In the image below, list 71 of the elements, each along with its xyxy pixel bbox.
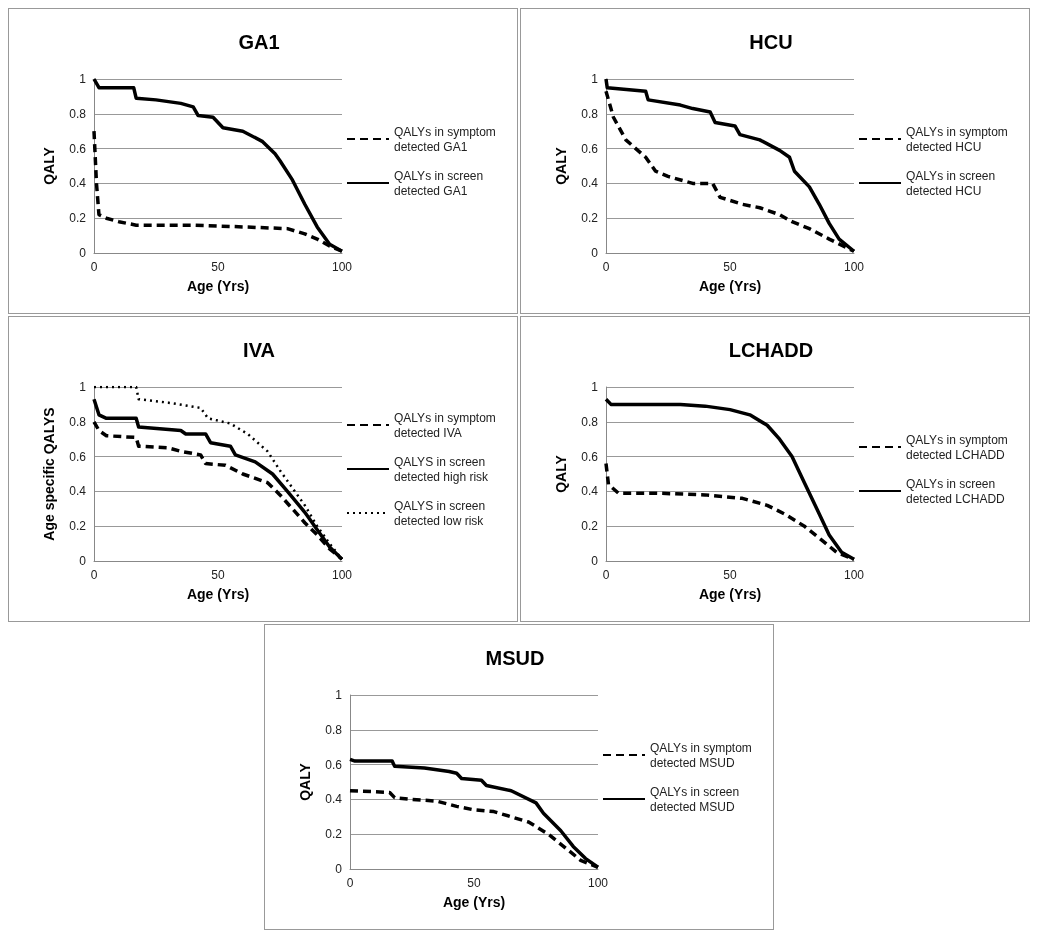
y-tick-label: 0.2 — [325, 827, 343, 842]
x-axis-title: Age (Yrs) — [442, 894, 506, 910]
y-tick-label: 0 — [79, 554, 87, 568]
y-tick-label: 0.8 — [69, 106, 87, 121]
y-tick-label: 0.8 — [581, 414, 599, 429]
legend-label: QALYs in screen detected GA1 — [394, 168, 487, 198]
x-axis-title: Age (Yrs) — [186, 586, 250, 602]
chart-title: LCHADD — [728, 339, 814, 361]
x-tick-label: 0 — [90, 260, 98, 274]
y-tick-label: 0.4 — [581, 176, 599, 191]
x-tick-label: 0 — [90, 568, 98, 582]
x-tick-label: 100 — [331, 568, 353, 582]
legend-label: QALYS in screen detected low risk — [394, 498, 489, 528]
y-tick-label: 0.2 — [581, 211, 599, 226]
y-tick-label: 0 — [591, 246, 599, 260]
x-tick-label: 50 — [723, 260, 737, 274]
y-axis-title: QALY — [553, 454, 569, 493]
chart-title: MSUD — [485, 647, 545, 669]
y-tick-label: 1 — [79, 380, 87, 394]
y-tick-label: 0.2 — [581, 519, 599, 534]
y-tick-label: 0.8 — [69, 414, 87, 429]
x-tick-label: 0 — [602, 260, 610, 274]
x-tick-label: 100 — [843, 260, 865, 274]
y-tick-label: 0.6 — [69, 141, 87, 156]
y-axis-title: QALY — [41, 146, 57, 185]
legend-label: QALYS in screen detected high risk — [394, 454, 490, 484]
x-axis-title: Age (Yrs) — [698, 278, 762, 294]
y-tick-label: 0.8 — [581, 106, 599, 121]
y-tick-label: 0.4 — [69, 484, 87, 499]
y-tick-label: 0.8 — [325, 722, 343, 737]
legend-label: QALYs in symptom detected GA1 — [394, 124, 500, 154]
y-tick-label: 0.2 — [69, 519, 87, 534]
y-axis-title: QALY — [553, 146, 569, 185]
y-tick-label: 0 — [79, 246, 87, 260]
x-tick-label: 50 — [211, 568, 225, 582]
y-tick-label: 1 — [335, 688, 343, 702]
y-tick-label: 1 — [591, 380, 599, 394]
x-tick-label: 100 — [331, 260, 353, 274]
y-tick-label: 0 — [335, 862, 343, 876]
y-tick-label: 0.2 — [69, 211, 87, 226]
y-axis-title: QALY — [297, 762, 313, 801]
x-axis-title: Age (Yrs) — [186, 278, 250, 294]
chart-title: HCU — [749, 31, 793, 53]
y-tick-label: 0.6 — [581, 449, 599, 464]
y-tick-label: 0 — [591, 554, 599, 568]
x-tick-label: 50 — [467, 876, 481, 890]
y-tick-label: 0.4 — [69, 176, 87, 191]
x-tick-label: 100 — [587, 876, 609, 890]
x-tick-label: 100 — [843, 568, 865, 582]
y-tick-label: 1 — [79, 72, 87, 86]
y-tick-label: 0.6 — [325, 757, 343, 772]
x-tick-label: 50 — [211, 260, 225, 274]
x-axis-title: Age (Yrs) — [698, 586, 762, 602]
legend-label: QALYs in symptom detected HCU — [906, 124, 1012, 154]
legend-label: QALYs in screen detected MSUD — [650, 784, 743, 814]
y-tick-label: 0.6 — [581, 141, 599, 156]
y-tick-label: 0.4 — [325, 792, 343, 807]
legend-label: QALYs in screen detected LCHADD — [906, 476, 1006, 506]
legend-label: QALYs in symptom detected MSUD — [650, 740, 756, 770]
y-tick-label: 0.6 — [69, 449, 87, 464]
chart-title: IVA — [243, 339, 275, 361]
legend-label: QALYs in screen detected HCU — [906, 168, 999, 198]
legend-label: QALYs in symptom detected IVA — [394, 410, 500, 440]
x-tick-label: 0 — [602, 568, 610, 582]
chart-title: GA1 — [238, 31, 280, 53]
x-tick-label: 0 — [346, 876, 354, 890]
y-axis-title: Age specific QALYS — [41, 407, 57, 541]
y-tick-label: 0.4 — [581, 484, 599, 499]
y-tick-label: 1 — [591, 72, 599, 86]
legend-label: QALYs in symptom detected LCHADD — [906, 432, 1012, 462]
x-tick-label: 50 — [723, 568, 737, 582]
